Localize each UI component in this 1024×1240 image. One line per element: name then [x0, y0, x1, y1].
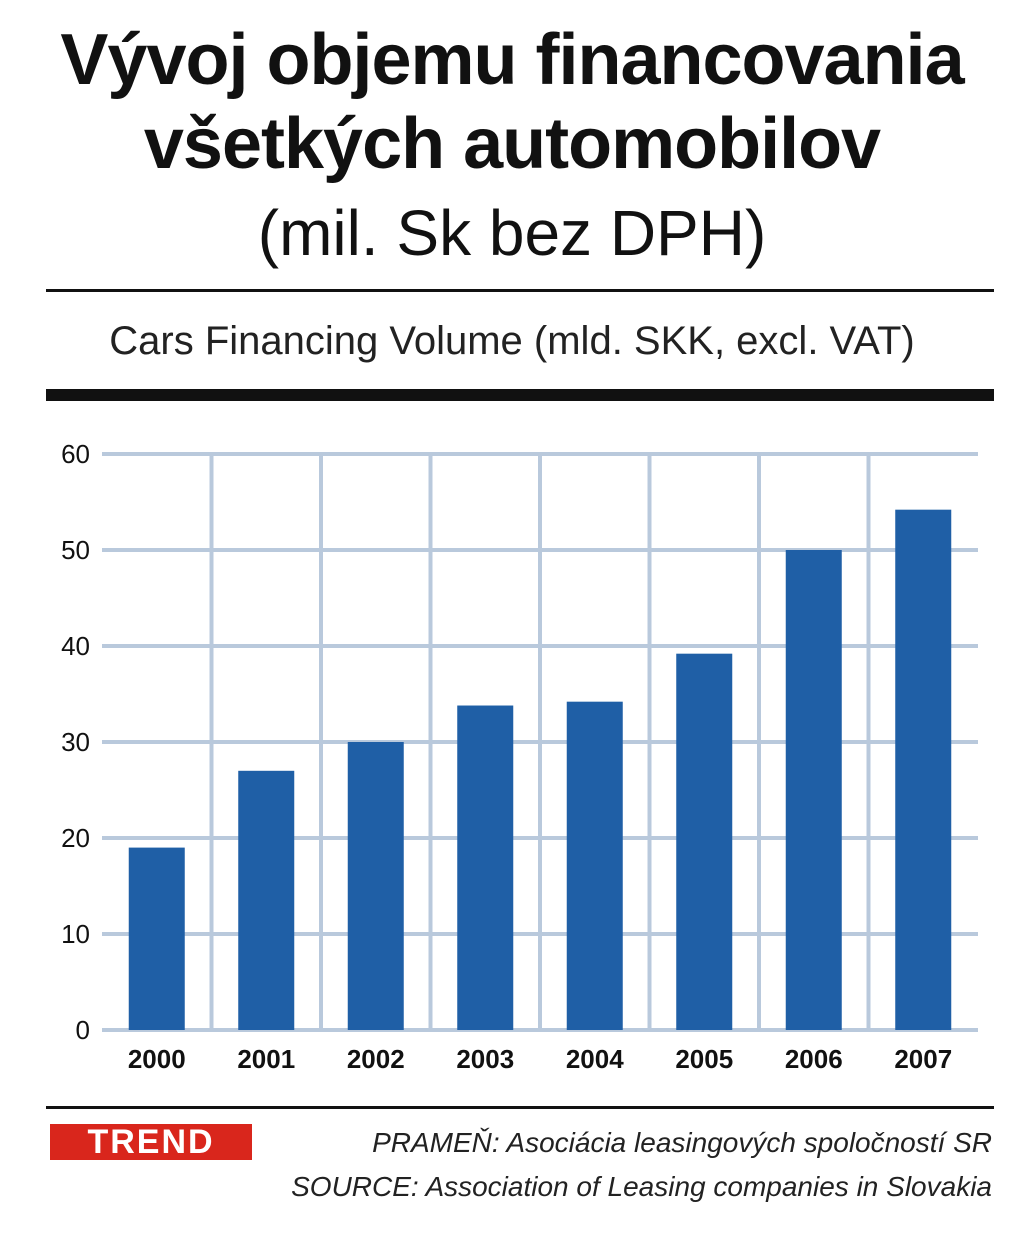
chart-title-line1: Vývoj objemu financovania	[60, 20, 964, 100]
x-tick-label-2005: 2005	[675, 1044, 733, 1074]
x-tick-label-2006: 2006	[785, 1044, 843, 1074]
bar-2004	[566, 701, 623, 1030]
chart-subtitle: (mil. Sk bez DPH)	[257, 197, 767, 269]
x-tick-label-2001: 2001	[237, 1044, 295, 1074]
x-tick-label-2004: 2004	[566, 1044, 624, 1074]
y-tick-label: 50	[61, 535, 90, 565]
y-tick-label: 60	[61, 439, 90, 469]
x-tick-label-2002: 2002	[347, 1044, 405, 1074]
source-slovak: PRAMEŇ: Asociácia leasingových spoločnos…	[372, 1127, 992, 1158]
y-tick-label: 20	[61, 823, 90, 853]
bars	[128, 509, 952, 1030]
y-tick-label: 40	[61, 631, 90, 661]
footer-divider	[46, 1106, 994, 1109]
trend-logo: TREND	[50, 1124, 252, 1160]
english-title: Cars Financing Volume (mld. SKK, excl. V…	[109, 319, 915, 363]
bar-2006	[785, 550, 842, 1030]
bar-2002	[347, 742, 404, 1030]
x-axis: 2000 2001 2002 2003 2004 2005 2006 2007	[128, 1044, 952, 1074]
bar-2007	[895, 509, 952, 1030]
source-english: SOURCE: Association of Leasing companies…	[291, 1171, 992, 1202]
bar-2005	[676, 653, 733, 1030]
trend-logo-text: TREND	[87, 1123, 215, 1161]
divider-thin	[46, 289, 994, 292]
grid-lines	[102, 452, 978, 1032]
chart-title-line2: všetkých automobilov	[143, 104, 881, 184]
y-tick-label: 10	[61, 919, 90, 949]
bar-2000	[128, 847, 185, 1030]
divider-thick	[46, 389, 994, 401]
y-tick-label: 30	[61, 727, 90, 757]
x-tick-label-2000: 2000	[128, 1044, 186, 1074]
y-tick-label: 0	[76, 1015, 90, 1045]
bar-2003	[457, 705, 514, 1030]
x-tick-label-2007: 2007	[894, 1044, 952, 1074]
bar-2001	[238, 770, 295, 1030]
y-axis: 0 10 20 30 40 50 60	[61, 439, 90, 1045]
x-tick-label-2003: 2003	[456, 1044, 514, 1074]
